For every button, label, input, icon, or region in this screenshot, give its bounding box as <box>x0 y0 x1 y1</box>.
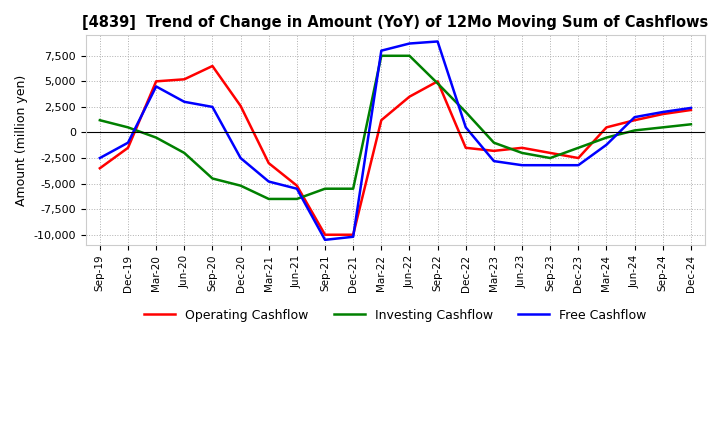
Line: Investing Cashflow: Investing Cashflow <box>100 56 691 199</box>
Free Cashflow <box>630 114 639 120</box>
Operating Cashflow <box>264 161 273 166</box>
Free Cashflow <box>405 41 414 46</box>
Free Cashflow <box>574 162 582 168</box>
Investing Cashflow <box>405 53 414 59</box>
Free Cashflow <box>264 179 273 184</box>
Free Cashflow <box>377 48 386 53</box>
Free Cashflow <box>320 237 329 242</box>
Free Cashflow <box>546 162 554 168</box>
Operating Cashflow <box>630 117 639 123</box>
Free Cashflow <box>180 99 189 104</box>
Operating Cashflow <box>124 145 132 150</box>
Line: Free Cashflow: Free Cashflow <box>100 41 691 240</box>
Investing Cashflow <box>546 155 554 161</box>
Investing Cashflow <box>96 117 104 123</box>
Line: Operating Cashflow: Operating Cashflow <box>100 66 691 235</box>
Operating Cashflow <box>574 155 582 161</box>
Free Cashflow <box>236 155 245 161</box>
Free Cashflow <box>96 155 104 161</box>
Free Cashflow <box>292 186 301 191</box>
Operating Cashflow <box>96 165 104 171</box>
Investing Cashflow <box>433 81 442 86</box>
Free Cashflow <box>124 140 132 145</box>
Investing Cashflow <box>574 145 582 150</box>
Operating Cashflow <box>546 150 554 156</box>
Operating Cashflow <box>377 117 386 123</box>
Free Cashflow <box>349 234 358 239</box>
Free Cashflow <box>208 104 217 110</box>
Title: [4839]  Trend of Change in Amount (YoY) of 12Mo Moving Sum of Cashflows: [4839] Trend of Change in Amount (YoY) o… <box>82 15 708 30</box>
Operating Cashflow <box>405 94 414 99</box>
Operating Cashflow <box>349 232 358 237</box>
Investing Cashflow <box>518 150 526 156</box>
Y-axis label: Amount (million yen): Amount (million yen) <box>15 74 28 206</box>
Free Cashflow <box>433 39 442 44</box>
Operating Cashflow <box>433 79 442 84</box>
Free Cashflow <box>602 142 611 147</box>
Free Cashflow <box>152 84 161 89</box>
Operating Cashflow <box>462 145 470 150</box>
Investing Cashflow <box>292 196 301 202</box>
Free Cashflow <box>518 162 526 168</box>
Legend: Operating Cashflow, Investing Cashflow, Free Cashflow: Operating Cashflow, Investing Cashflow, … <box>139 304 652 327</box>
Operating Cashflow <box>292 183 301 188</box>
Operating Cashflow <box>602 125 611 130</box>
Investing Cashflow <box>208 176 217 181</box>
Investing Cashflow <box>152 135 161 140</box>
Free Cashflow <box>462 125 470 130</box>
Investing Cashflow <box>377 53 386 59</box>
Investing Cashflow <box>349 186 358 191</box>
Investing Cashflow <box>264 196 273 202</box>
Operating Cashflow <box>490 148 498 154</box>
Operating Cashflow <box>320 232 329 237</box>
Investing Cashflow <box>602 135 611 140</box>
Investing Cashflow <box>490 140 498 145</box>
Investing Cashflow <box>180 150 189 156</box>
Investing Cashflow <box>687 121 696 127</box>
Operating Cashflow <box>180 77 189 82</box>
Operating Cashflow <box>518 145 526 150</box>
Operating Cashflow <box>659 111 667 117</box>
Investing Cashflow <box>462 110 470 115</box>
Free Cashflow <box>687 105 696 110</box>
Operating Cashflow <box>152 79 161 84</box>
Operating Cashflow <box>208 63 217 69</box>
Free Cashflow <box>659 110 667 115</box>
Operating Cashflow <box>236 103 245 109</box>
Operating Cashflow <box>687 107 696 113</box>
Investing Cashflow <box>320 186 329 191</box>
Investing Cashflow <box>236 183 245 188</box>
Investing Cashflow <box>124 125 132 130</box>
Investing Cashflow <box>659 125 667 130</box>
Free Cashflow <box>490 158 498 164</box>
Investing Cashflow <box>630 128 639 133</box>
